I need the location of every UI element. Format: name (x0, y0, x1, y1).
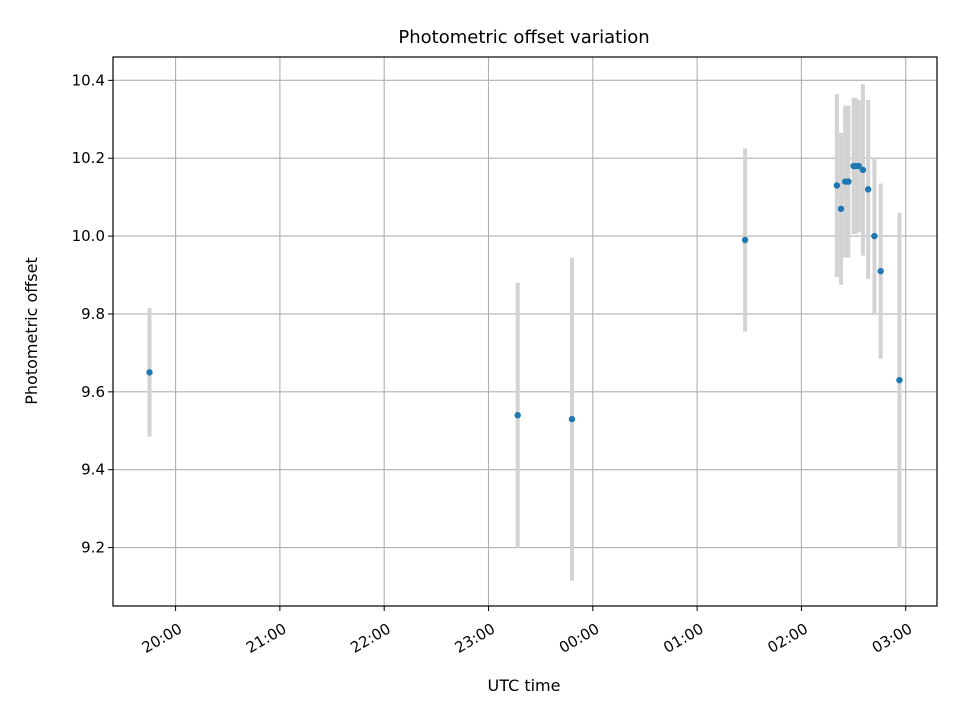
data-point (871, 232, 878, 240)
x-tick-label: 22:00 (347, 620, 393, 657)
y-tick-label: 9.4 (81, 461, 105, 479)
x-tick-label: 03:00 (869, 620, 915, 657)
x-tick-label: 20:00 (139, 620, 185, 657)
data-point (896, 376, 903, 384)
y-tick-label: 10.2 (72, 149, 105, 167)
data-point (741, 236, 749, 244)
data-point (837, 205, 845, 213)
data-points (146, 162, 903, 423)
ticks: 20:00 21:00 22:00 23:00 00:00 01:00 02:00 03:00… (72, 71, 916, 656)
y-axis-label: Photometric offset (22, 257, 41, 405)
x-tick-label: 21:00 (243, 620, 289, 657)
data-point (864, 186, 872, 193)
y-tick-label: 10.0 (72, 227, 105, 245)
data-point (568, 415, 576, 423)
x-tick-label: 00:00 (556, 620, 602, 657)
y-tick-label: 10.4 (72, 71, 105, 89)
data-point (859, 166, 867, 174)
axes-frame (112, 56, 938, 607)
y-tick-label: 9.8 (81, 305, 105, 323)
y-tick-label: 9.6 (81, 383, 105, 401)
data-point (833, 182, 841, 189)
chart-title: Photometric offset variation (398, 27, 649, 48)
grid-lines (113, 57, 937, 606)
data-point (845, 178, 852, 185)
x-axis-label: UTC time (488, 676, 561, 695)
data-point (146, 369, 153, 376)
data-point (855, 162, 862, 170)
x-tick-label: 01:00 (660, 620, 706, 657)
data-point (877, 267, 884, 275)
data-point (514, 412, 521, 419)
y-tick-label: 9.2 (81, 539, 105, 557)
x-tick-label: 02:00 (765, 620, 811, 657)
x-tick-label: 23:00 (452, 620, 498, 657)
